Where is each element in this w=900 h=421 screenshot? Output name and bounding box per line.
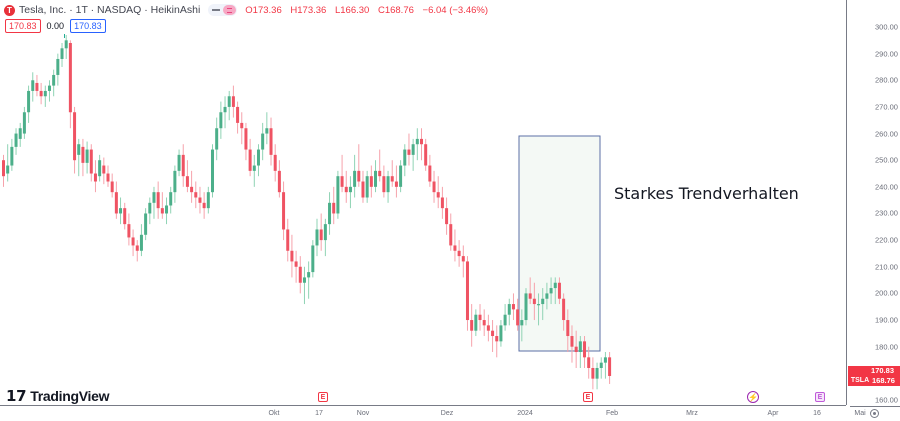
price-tick: 250.00 [875, 155, 898, 165]
sell-button[interactable]: 170.83 [5, 19, 41, 33]
symbol-title[interactable]: Tesla, Inc. · 1T · NASDAQ · HeikinAshi [19, 4, 201, 16]
time-axis[interactable]: Okt 17 Nov Dez 2024 Feb Mrz Apr 16 Mai [0, 405, 866, 421]
minus-icon[interactable] [212, 9, 221, 11]
earnings-event-icon[interactable]: E [815, 392, 825, 402]
time-tick: Feb [605, 410, 619, 417]
price-tick: 230.00 [875, 208, 898, 218]
price-tick: 160.00 [875, 395, 898, 405]
time-tick: 16 [813, 410, 821, 417]
price-tick: 220.00 [875, 235, 898, 245]
time-tick: Dez [440, 410, 454, 417]
time-tick: Apr [767, 410, 779, 417]
tesla-logo-icon: T [4, 4, 15, 16]
low-value: 166.30 [340, 4, 370, 16]
symbol-tag: TSLA [848, 375, 872, 386]
high-value: 173.36 [297, 4, 327, 16]
tradingview-logo[interactable]: 17 TradingView [6, 387, 110, 405]
annotation-text[interactable]: Starkes Trendverhalten [614, 184, 799, 203]
earnings-event-icon[interactable]: E [318, 392, 328, 402]
time-tick: Nov [356, 410, 370, 417]
candlestick-series [2, 34, 612, 390]
tradingview-mark-icon: 17 [6, 387, 27, 405]
price-axis[interactable]: 300.00 290.00 280.00 270.00 260.00 250.00 240.… [846, 0, 900, 405]
time-tick: Mrz [686, 410, 698, 417]
time-tick: 2024 [517, 410, 533, 417]
earnings-event-icon[interactable]: E [583, 392, 593, 402]
chart-legend: T Tesla, Inc. · 1T · NASDAQ · HeikinAshi… [4, 4, 491, 16]
close-price-label: 168.76 [872, 375, 900, 386]
time-tick: Okt [268, 410, 280, 417]
close-value: 168.76 [384, 4, 414, 16]
annotation-rectangle[interactable] [518, 135, 601, 352]
price-chart[interactable] [0, 0, 846, 405]
price-tick: 180.00 [875, 342, 898, 352]
dividend-split-event-icon[interactable]: ⚡ [747, 391, 759, 403]
last-price-label: 170.83 [848, 366, 900, 377]
spread-value: 0.00 [46, 21, 65, 31]
price-tick: 300.00 [875, 22, 898, 32]
price-tick: 290.00 [875, 49, 898, 59]
price-tick: 200.00 [875, 288, 898, 298]
price-tick: 280.00 [875, 75, 898, 85]
change-value: −6.04 (−3.46%) [422, 4, 489, 16]
gear-icon[interactable] [870, 409, 879, 418]
price-tick: 210.00 [875, 262, 898, 272]
tradingview-wordmark: TradingView [30, 388, 110, 404]
time-tick: Mai [854, 410, 866, 417]
time-tick: 17 [315, 410, 323, 417]
price-tick: 270.00 [875, 102, 898, 112]
open-value: 173.36 [252, 4, 282, 16]
price-tick: 190.00 [875, 315, 898, 325]
trade-buttons: 170.83 0.00 170.83 [5, 19, 106, 33]
eye-icon[interactable] [223, 5, 237, 15]
settings-button[interactable] [850, 406, 900, 421]
price-tick: 260.00 [875, 129, 898, 139]
price-tick: 240.00 [875, 182, 898, 192]
series-visibility-toggle[interactable] [208, 4, 238, 16]
ohlc-values: O173.36 H173.36 L166.30 C168.76 −6.04 (−… [245, 4, 489, 16]
crosshair-marker [64, 34, 65, 38]
buy-button[interactable]: 170.83 [70, 19, 106, 33]
